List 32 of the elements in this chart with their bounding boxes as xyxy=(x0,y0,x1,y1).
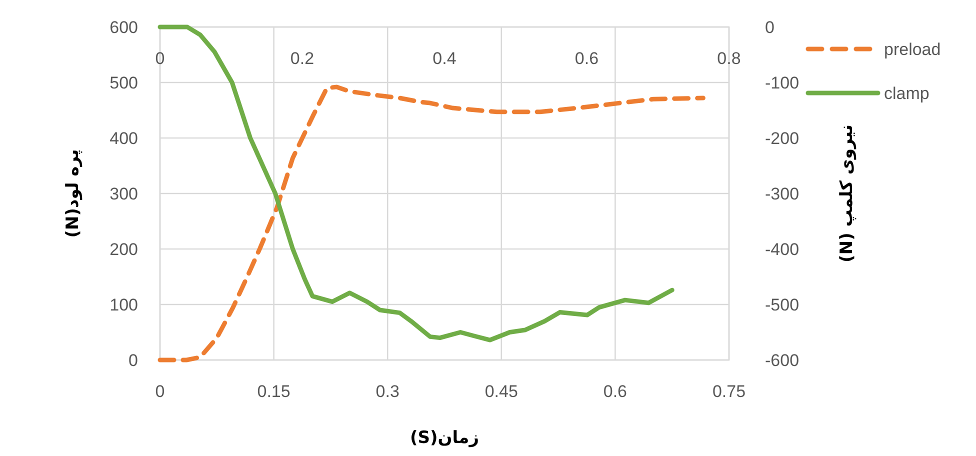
x2-tick-label: 0.8 xyxy=(717,49,741,68)
y-tick-label: 200 xyxy=(110,240,138,259)
x2-tick-label: 0 xyxy=(155,49,165,68)
x-axis-title: زمان(S) xyxy=(410,428,480,448)
y2-tick-label: -300 xyxy=(765,184,800,204)
x-tick-label: 0.6 xyxy=(603,382,628,401)
x-tick-label: 0.3 xyxy=(376,382,400,401)
x2-tick-label: 0.2 xyxy=(290,49,314,68)
y-tick-label: 500 xyxy=(110,74,138,92)
x-tick-label: 0.75 xyxy=(712,382,746,401)
line-series xyxy=(158,84,706,362)
y-tick-label: 100 xyxy=(110,296,138,314)
legend-label: preload xyxy=(884,40,941,59)
y-tick-label: 300 xyxy=(110,184,138,204)
line-series xyxy=(158,24,674,342)
x-tick-label: 0 xyxy=(155,382,165,401)
y2-axis-title: نیروی کلمپ (N) xyxy=(837,124,857,262)
x-tick-label: 0.45 xyxy=(484,382,518,401)
y2-tick-label: -400 xyxy=(765,240,800,259)
y-axis-title: پره لود(N) xyxy=(63,149,83,238)
y-tick-label: 0 xyxy=(128,351,138,370)
y2-tick-label: -200 xyxy=(765,129,800,148)
y2-tick-label: 0 xyxy=(765,18,774,37)
x2-tick-label: 0.4 xyxy=(432,49,456,68)
legend-label: clamp xyxy=(884,84,930,103)
y-tick-label: 400 xyxy=(110,129,138,148)
x2-tick-label: 0.6 xyxy=(574,49,599,68)
y2-tick-label: -100 xyxy=(765,74,800,92)
x-tick-label: 0.15 xyxy=(257,382,290,401)
y-tick-label: 600 xyxy=(110,18,138,37)
y2-tick-label: -500 xyxy=(765,296,800,314)
y2-tick-label: -600 xyxy=(765,351,800,370)
